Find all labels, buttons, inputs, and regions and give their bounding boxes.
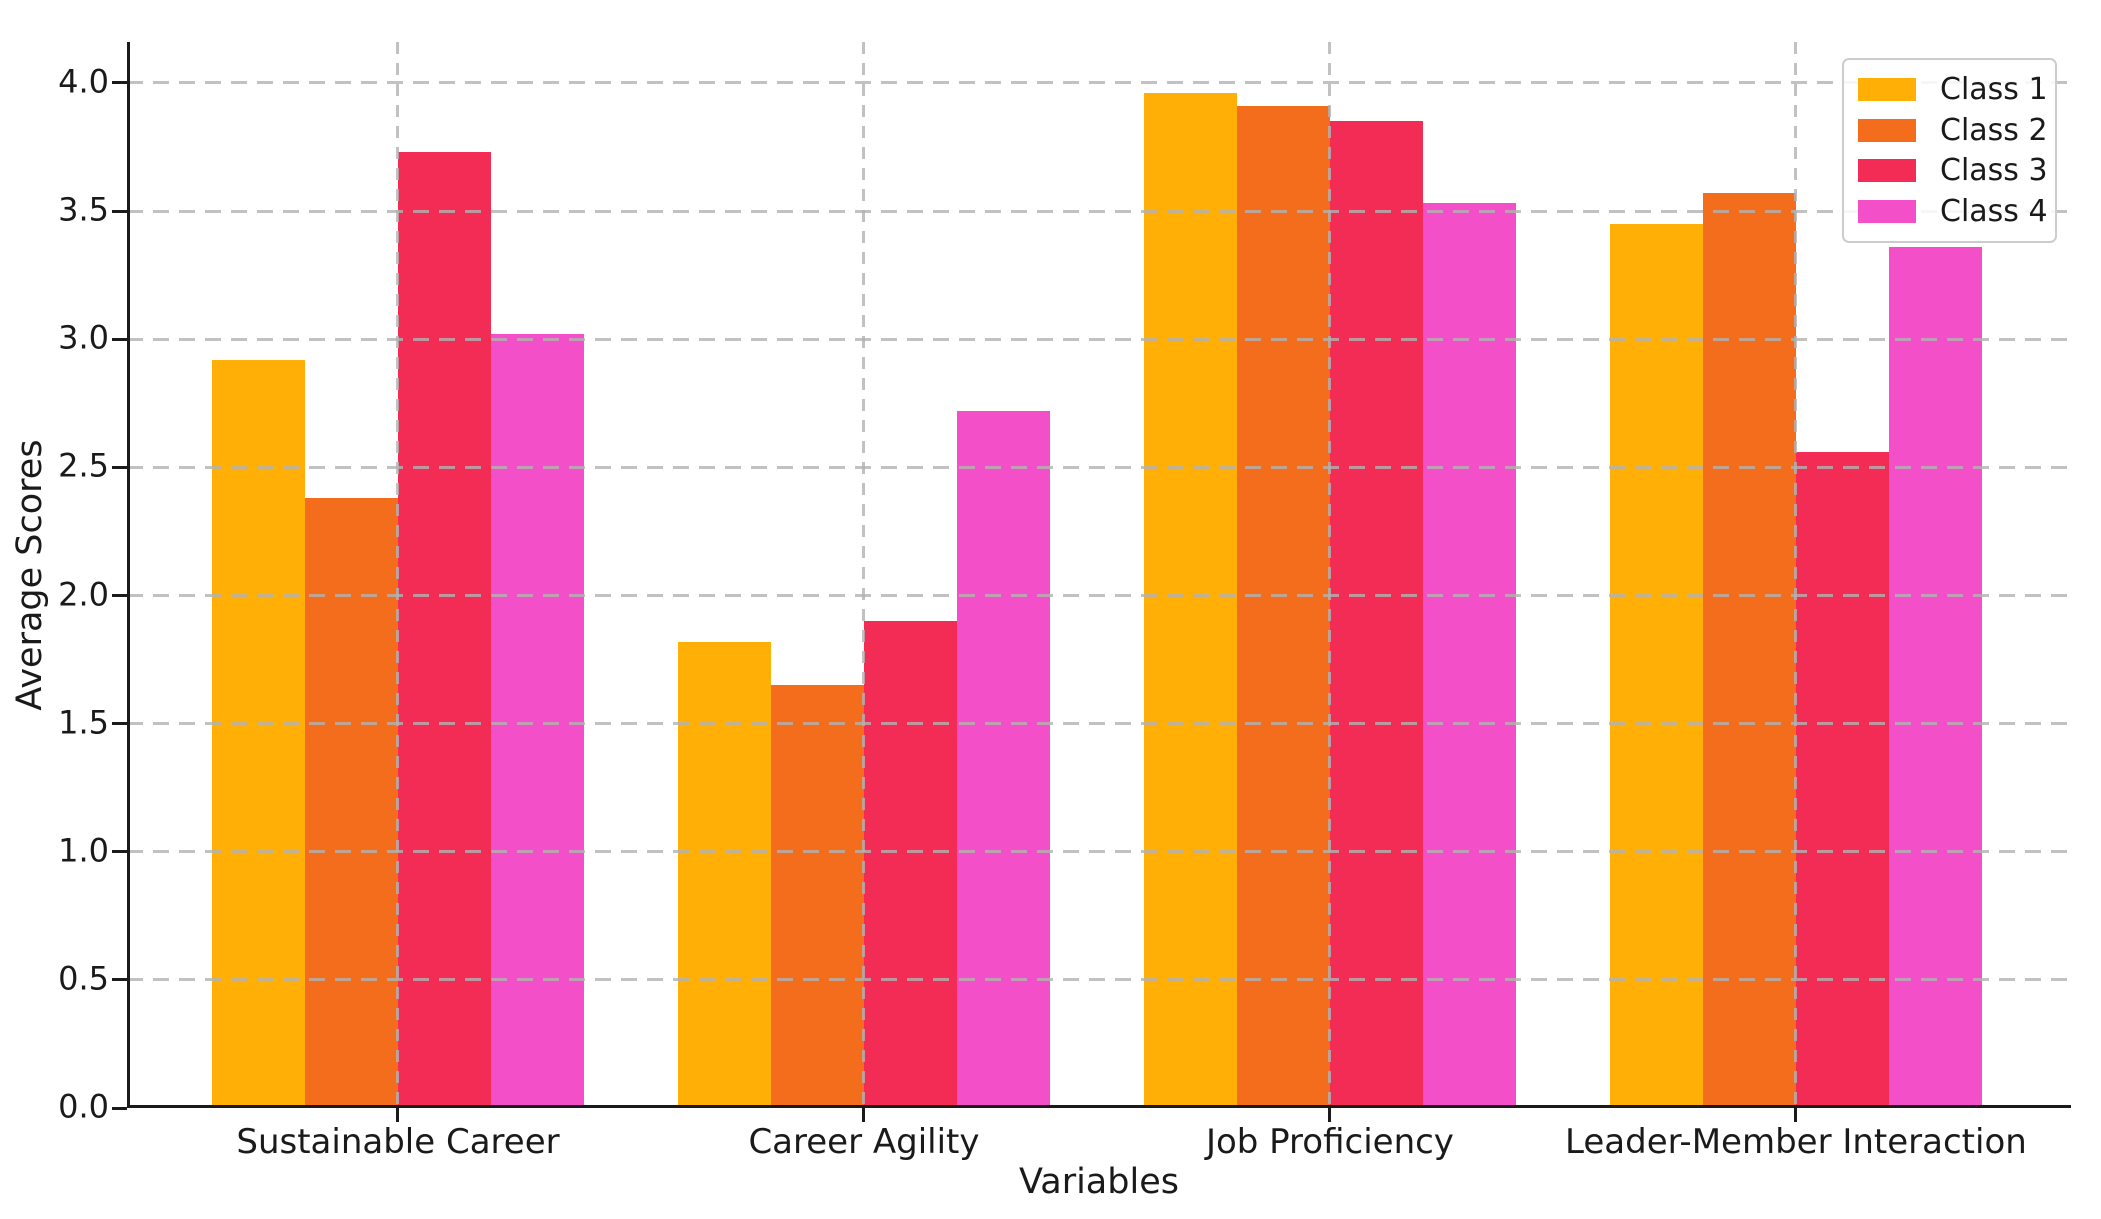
bar-class-2-leader-member-interaction (1702, 193, 1796, 1108)
y-tick-label-2.5: 2.5 (58, 446, 109, 485)
bar-class-2-career-agility (770, 685, 864, 1108)
y-tick-mark-1.0 (112, 850, 127, 854)
y-tick-label-0.5: 0.5 (58, 959, 109, 998)
y-axis-label: Average Scores (10, 439, 50, 711)
legend: Class 1 Class 2 Class 3 Class 4 (1842, 58, 2057, 243)
y-tick-mark-3.5 (112, 209, 127, 213)
gridline-y-0.5 (127, 978, 2071, 982)
gridline-y-4.0 (127, 81, 2071, 85)
bar-class-4-career-agility (957, 411, 1051, 1108)
gridline-y-3.0 (127, 337, 2071, 341)
y-tick-label-3.0: 3.0 (58, 318, 109, 357)
x-tick-mark-job-proficiency (1328, 1108, 1332, 1122)
gridline-y-1.0 (127, 850, 2071, 854)
bar-class-3-career-agility (863, 621, 958, 1108)
y-tick-mark-1.5 (112, 722, 127, 726)
plot-area: 0.0 0.5 1.0 1.5 2.0 2.5 3.0 3.5 4.0 Sustainable C… (58, 42, 2071, 1162)
y-tick-mark-0.0 (112, 1106, 127, 1110)
x-axis-spine (127, 1105, 2071, 1108)
bar-class-1-leader-member-interaction (1609, 223, 1703, 1108)
y-tick-label-0.0: 0.0 (58, 1087, 109, 1126)
x-tick-mark-leader-member-interaction (1794, 1108, 1798, 1122)
gridline-y-2.5 (127, 465, 2071, 469)
legend-swatch-class-2 (1858, 118, 1916, 142)
bar-class-3-sustainable-career (397, 152, 492, 1108)
legend-label-class-1: Class 1 (1940, 71, 2048, 107)
legend-item-class-3: Class 3 (1858, 153, 2048, 188)
x-tick-label-career-agility: Career Agility (748, 1122, 980, 1162)
bar-class-2-job-proficiency (1236, 106, 1330, 1108)
y-tick-label-4.0: 4.0 (58, 62, 109, 101)
legend-label-class-2: Class 2 (1940, 112, 2048, 148)
y-tick-mark-2.0 (112, 594, 127, 597)
y-tick-mark-2.5 (112, 465, 127, 469)
y-tick-label-3.5: 3.5 (58, 190, 109, 229)
bar-class-3-job-proficiency (1329, 121, 1424, 1108)
gridline-y-1.5 (127, 722, 2071, 726)
x-axis-label: Variables (1019, 1162, 1179, 1202)
x-tick-mark-sustainable-career (396, 1108, 400, 1122)
bar-class-4-leader-member-interaction (1889, 247, 1983, 1108)
y-tick-mark-0.5 (112, 978, 127, 982)
legend-swatch-class-4 (1858, 200, 1916, 224)
y-tick-mark-4.0 (112, 81, 127, 85)
legend-swatch-class-1 (1858, 77, 1916, 101)
bar-class-1-career-agility (677, 641, 771, 1108)
gridline-y-3.5 (127, 209, 2071, 213)
legend-label-class-4: Class 4 (1940, 194, 2048, 230)
legend-item-class-4: Class 4 (1858, 194, 2048, 229)
bar-class-3-leader-member-interaction (1795, 452, 1890, 1108)
bar-class-2-sustainable-career (304, 498, 398, 1108)
x-tick-label-sustainable-career: Sustainable Career (236, 1122, 560, 1162)
gridline-y-2.0 (127, 594, 2071, 597)
gridline-x-sustainable-career (396, 42, 400, 1108)
y-tick-label-2.0: 2.0 (58, 574, 109, 613)
gridline-x-career-agility (862, 42, 866, 1108)
y-tick-mark-3.0 (112, 337, 127, 341)
bar-class-1-sustainable-career (211, 359, 305, 1108)
legend-swatch-class-3 (1858, 159, 1916, 183)
y-axis-spine (127, 42, 130, 1108)
y-tick-label-1.5: 1.5 (58, 703, 109, 742)
legend-item-class-2: Class 2 (1858, 113, 2048, 148)
y-tick-label-1.0: 1.0 (58, 831, 109, 870)
bar-class-4-sustainable-career (491, 334, 585, 1108)
x-tick-mark-career-agility (862, 1108, 866, 1122)
x-tick-label-job-proficiency: Job Proficiency (1205, 1122, 1454, 1162)
gridline-x-leader-member-interaction (1794, 42, 1798, 1108)
legend-item-class-1: Class 1 (1858, 72, 2048, 107)
bar-class-1-job-proficiency (1143, 93, 1237, 1108)
legend-label-class-3: Class 3 (1940, 153, 2048, 189)
x-tick-label-leader-member-interaction: Leader-Member Interaction (1565, 1122, 2027, 1162)
bar-class-4-job-proficiency (1423, 203, 1517, 1108)
gridline-x-job-proficiency (1328, 42, 1332, 1108)
